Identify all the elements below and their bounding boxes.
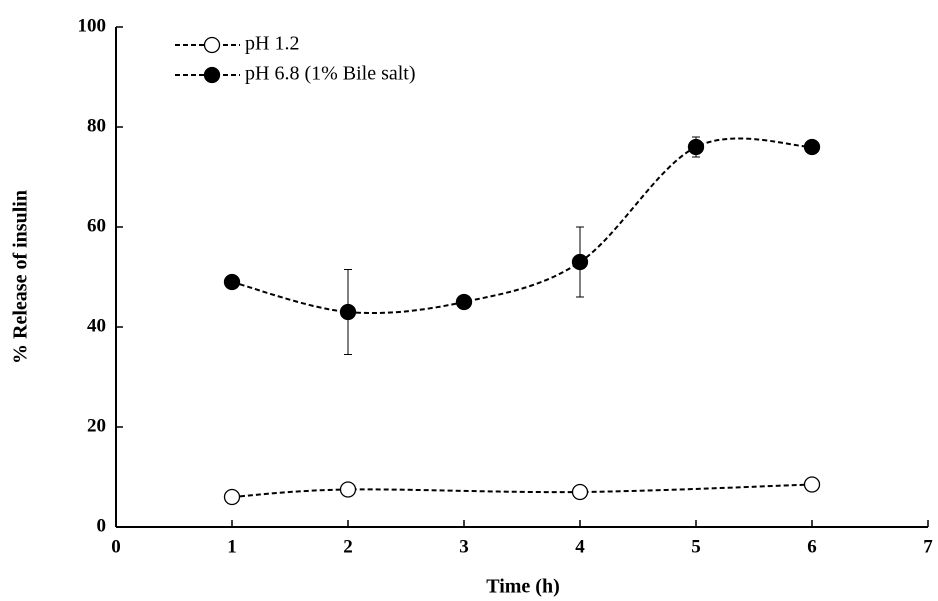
legend-marker [203, 36, 221, 54]
x-tick-label: 3 [459, 536, 469, 557]
x-axis-title: Time (h) [486, 576, 560, 598]
point [803, 138, 821, 156]
y-tick-label: 100 [78, 15, 107, 36]
y-tick-label: 40 [87, 315, 106, 336]
point [687, 138, 705, 156]
x-tick-label: 4 [575, 536, 585, 557]
point [803, 476, 821, 493]
y-tick-label: 60 [87, 215, 106, 236]
point [455, 293, 473, 311]
point [223, 488, 241, 506]
x-tick-label: 7 [923, 536, 933, 557]
y-tick-label: 20 [87, 415, 106, 436]
series-line [231, 483, 813, 498]
x-tick-label: 1 [227, 536, 237, 557]
y-tick-label: 80 [87, 115, 106, 136]
x-tick-label: 0 [111, 536, 121, 557]
point [571, 253, 589, 271]
point [571, 483, 589, 501]
point [223, 273, 241, 291]
point [339, 481, 357, 498]
y-tick-label: 0 [97, 515, 107, 536]
series-line [231, 137, 813, 315]
x-tick-label: 2 [343, 536, 353, 557]
legend-label: pH 1.2 [245, 33, 299, 55]
x-tick-label: 5 [691, 536, 701, 557]
x-tick-label: 6 [807, 536, 817, 557]
y-axis-title: % Release of insulin [10, 190, 32, 364]
point [339, 303, 357, 321]
legend-marker [203, 66, 221, 84]
legend-label: pH 6.8 (1% Bile salt) [245, 63, 416, 85]
